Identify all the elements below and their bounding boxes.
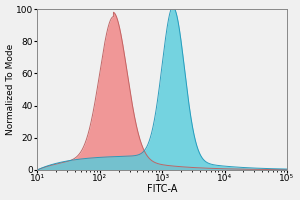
X-axis label: FITC-A: FITC-A [147,184,177,194]
Y-axis label: Normalized To Mode: Normalized To Mode [6,44,15,135]
